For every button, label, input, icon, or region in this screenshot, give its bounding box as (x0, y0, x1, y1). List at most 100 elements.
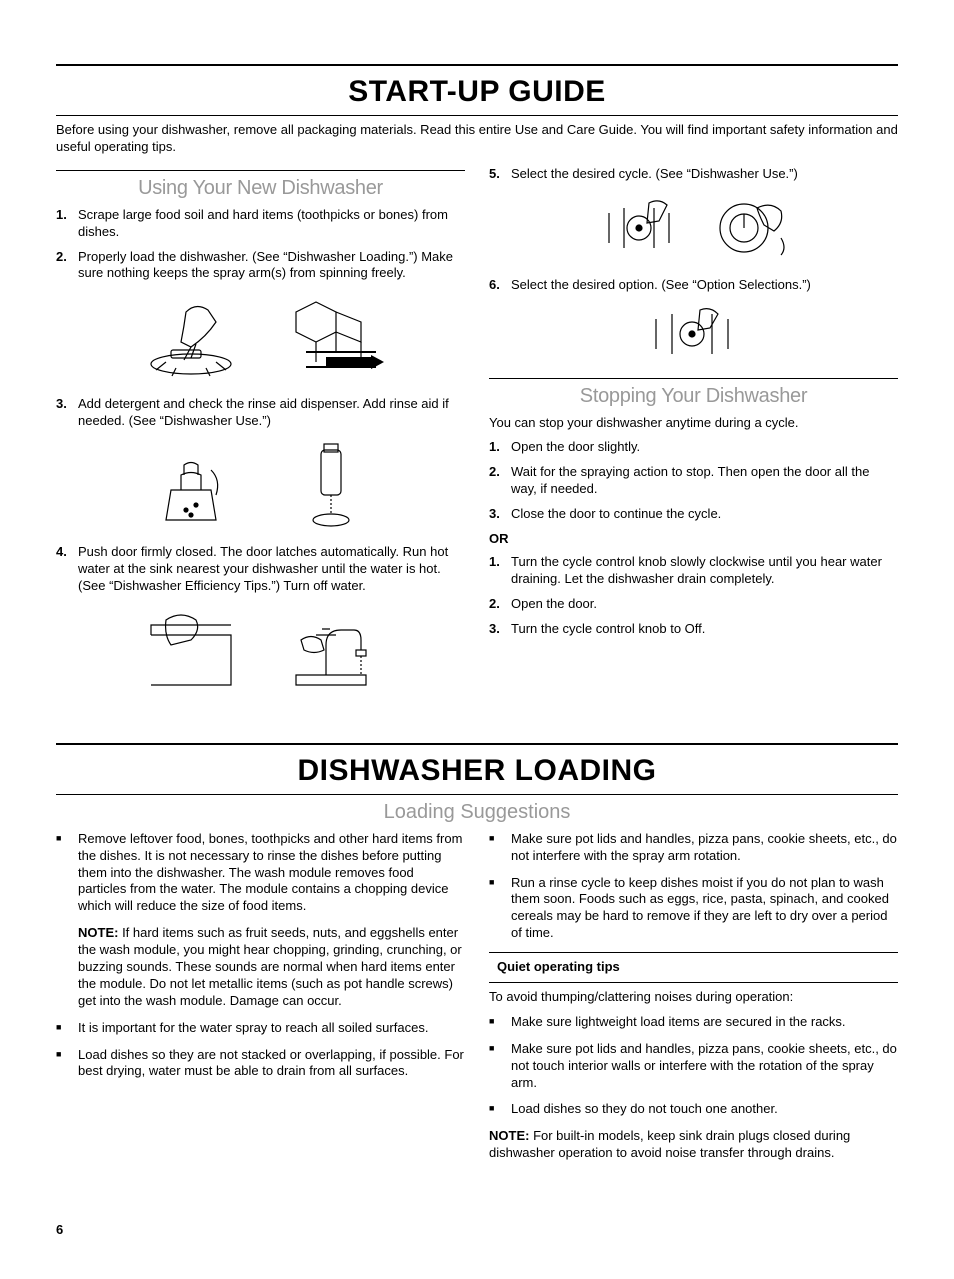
using-steps: 1.Scrape large food soil and hard items … (56, 207, 465, 283)
step-text: Scrape large food soil and hard items (t… (78, 207, 465, 241)
list-item: 3.Add detergent and check the rinse aid … (56, 396, 465, 430)
list-item: Run a rinse cycle to keep dishes moist i… (489, 875, 898, 943)
step-number: 6. (489, 277, 511, 294)
note-text: For built-in models, keep sink drain plu… (489, 1128, 850, 1160)
step-number: 3. (489, 621, 511, 638)
stop-intro: You can stop your dishwasher anytime dur… (489, 415, 898, 432)
step-text: Push door firmly closed. The door latche… (78, 544, 465, 595)
page-title: DISHWASHER LOADING (56, 751, 898, 790)
note-label: NOTE: (489, 1128, 533, 1143)
step-number: 1. (56, 207, 78, 241)
step-number: 3. (489, 506, 511, 523)
note-label: NOTE: (78, 925, 122, 940)
step-text: Add detergent and check the rinse aid di… (78, 396, 465, 430)
bullet-text: Load dishes so they are not stacked or o… (78, 1047, 465, 1081)
step-number: 5. (489, 166, 511, 183)
bullet-text: Load dishes so they do not touch one ano… (511, 1101, 898, 1118)
using-steps-cont2: 4.Push door firmly closed. The door latc… (56, 544, 465, 595)
list-item: It is important for the water spray to r… (56, 1020, 465, 1037)
stop-steps-a: 1.Open the door slightly. 2.Wait for the… (489, 439, 898, 523)
step-number: 2. (489, 464, 511, 498)
bullet-text: It is important for the water spray to r… (78, 1020, 465, 1037)
list-item: 6.Select the desired option. (See “Optio… (489, 277, 898, 294)
step-text: Select the desired cycle. (See “Dishwash… (511, 166, 898, 183)
close-door-illustration (136, 605, 246, 695)
left-column: Using Your New Dishwasher 1.Scrape large… (56, 166, 465, 709)
tips-heading-box: Quiet operating tips (489, 952, 898, 983)
intro-text: Before using your dishwasher, remove all… (56, 122, 898, 156)
note-text: If hard items such as fruit seeds, nuts,… (78, 925, 462, 1008)
bullet-text: Make sure lightweight load items are sec… (511, 1014, 898, 1031)
scrape-dishes-illustration (136, 292, 246, 382)
divider (56, 743, 898, 745)
figure-row (56, 292, 465, 382)
figure-row (56, 440, 465, 530)
bullet-text: Remove leftover food, bones, toothpicks … (78, 831, 462, 914)
step-text: Properly load the dishwasher. (See “Dish… (78, 249, 465, 283)
detergent-illustration (136, 440, 246, 530)
two-column-layout: Remove leftover food, bones, toothpicks … (56, 831, 898, 1162)
using-steps-right2: 6.Select the desired option. (See “Optio… (489, 277, 898, 294)
list-item: 1.Open the door slightly. (489, 439, 898, 456)
step-number: 3. (56, 396, 78, 430)
tips-intro: To avoid thumping/clattering noises duri… (489, 989, 898, 1006)
page-title: START-UP GUIDE (56, 72, 898, 111)
step-text: Wait for the spraying action to stop. Th… (511, 464, 898, 498)
bullet-text: Run a rinse cycle to keep dishes moist i… (511, 875, 898, 943)
bullet-text: Make sure pot lids and handles, pizza pa… (511, 1041, 898, 1092)
divider (56, 64, 898, 66)
tips-note: NOTE: For built-in models, keep sink dra… (489, 1128, 898, 1162)
list-item: 5.Select the desired cycle. (See “Dishwa… (489, 166, 898, 183)
list-item: 2.Wait for the spraying action to stop. … (489, 464, 898, 498)
stop-steps-b: 1.Turn the cycle control knob slowly clo… (489, 554, 898, 638)
step-text: Turn the cycle control knob slowly clock… (511, 554, 898, 588)
figure-row (489, 304, 898, 364)
divider (56, 794, 898, 795)
step-text: Open the door. (511, 596, 898, 613)
left-column: Remove leftover food, bones, toothpicks … (56, 831, 465, 1162)
subsection-heading: Loading Suggestions (56, 799, 898, 825)
figure-row (56, 605, 465, 695)
right-column: 5.Select the desired cycle. (See “Dishwa… (489, 166, 898, 709)
step-text: Close the door to continue the cycle. (511, 506, 898, 523)
tips-bullets: Make sure lightweight load items are sec… (489, 1014, 898, 1118)
step-number: 1. (489, 554, 511, 588)
subsection-heading: Stopping Your Dishwasher (489, 383, 898, 409)
step-text: Open the door slightly. (511, 439, 898, 456)
step-number: 1. (489, 439, 511, 456)
two-column-layout: Using Your New Dishwasher 1.Scrape large… (56, 166, 898, 709)
using-steps-cont: 3.Add detergent and check the rinse aid … (56, 396, 465, 430)
or-label: OR (489, 531, 898, 548)
select-option-illustration (644, 304, 744, 364)
load-dishes-illustration (276, 292, 386, 382)
subsection-heading: Using Your New Dishwasher (56, 175, 465, 201)
list-item: 2.Properly load the dishwasher. (See “Di… (56, 249, 465, 283)
bullet-text: Make sure pot lids and handles, pizza pa… (511, 831, 898, 865)
list-item: 1.Scrape large food soil and hard items … (56, 207, 465, 241)
loading-bullets-left: Remove leftover food, bones, toothpicks … (56, 831, 465, 1081)
divider (56, 170, 465, 171)
list-item: 2.Open the door. (489, 596, 898, 613)
step-text: Select the desired option. (See “Option … (511, 277, 898, 294)
list-item: Make sure pot lids and handles, pizza pa… (489, 1041, 898, 1092)
list-item: Make sure pot lids and handles, pizza pa… (489, 831, 898, 865)
loading-bullets-right: Make sure pot lids and handles, pizza pa… (489, 831, 898, 942)
right-column: Make sure pot lids and handles, pizza pa… (489, 831, 898, 1162)
page-number: 6 (56, 1222, 898, 1239)
list-item: 4.Push door firmly closed. The door latc… (56, 544, 465, 595)
tips-heading: Quiet operating tips (497, 959, 898, 976)
using-steps-right: 5.Select the desired cycle. (See “Dishwa… (489, 166, 898, 183)
list-item: Load dishes so they are not stacked or o… (56, 1047, 465, 1081)
step-number: 4. (56, 544, 78, 595)
rinse-aid-illustration (276, 440, 386, 530)
step-text: Turn the cycle control knob to Off. (511, 621, 898, 638)
select-cycle-illustration (599, 193, 679, 263)
list-item: 3.Turn the cycle control knob to Off. (489, 621, 898, 638)
turn-knob-illustration (709, 193, 789, 263)
faucet-illustration (276, 605, 386, 695)
step-number: 2. (489, 596, 511, 613)
figure-row (489, 193, 898, 263)
list-item: Load dishes so they do not touch one ano… (489, 1101, 898, 1118)
step-number: 2. (56, 249, 78, 283)
list-item: 3.Close the door to continue the cycle. (489, 506, 898, 523)
